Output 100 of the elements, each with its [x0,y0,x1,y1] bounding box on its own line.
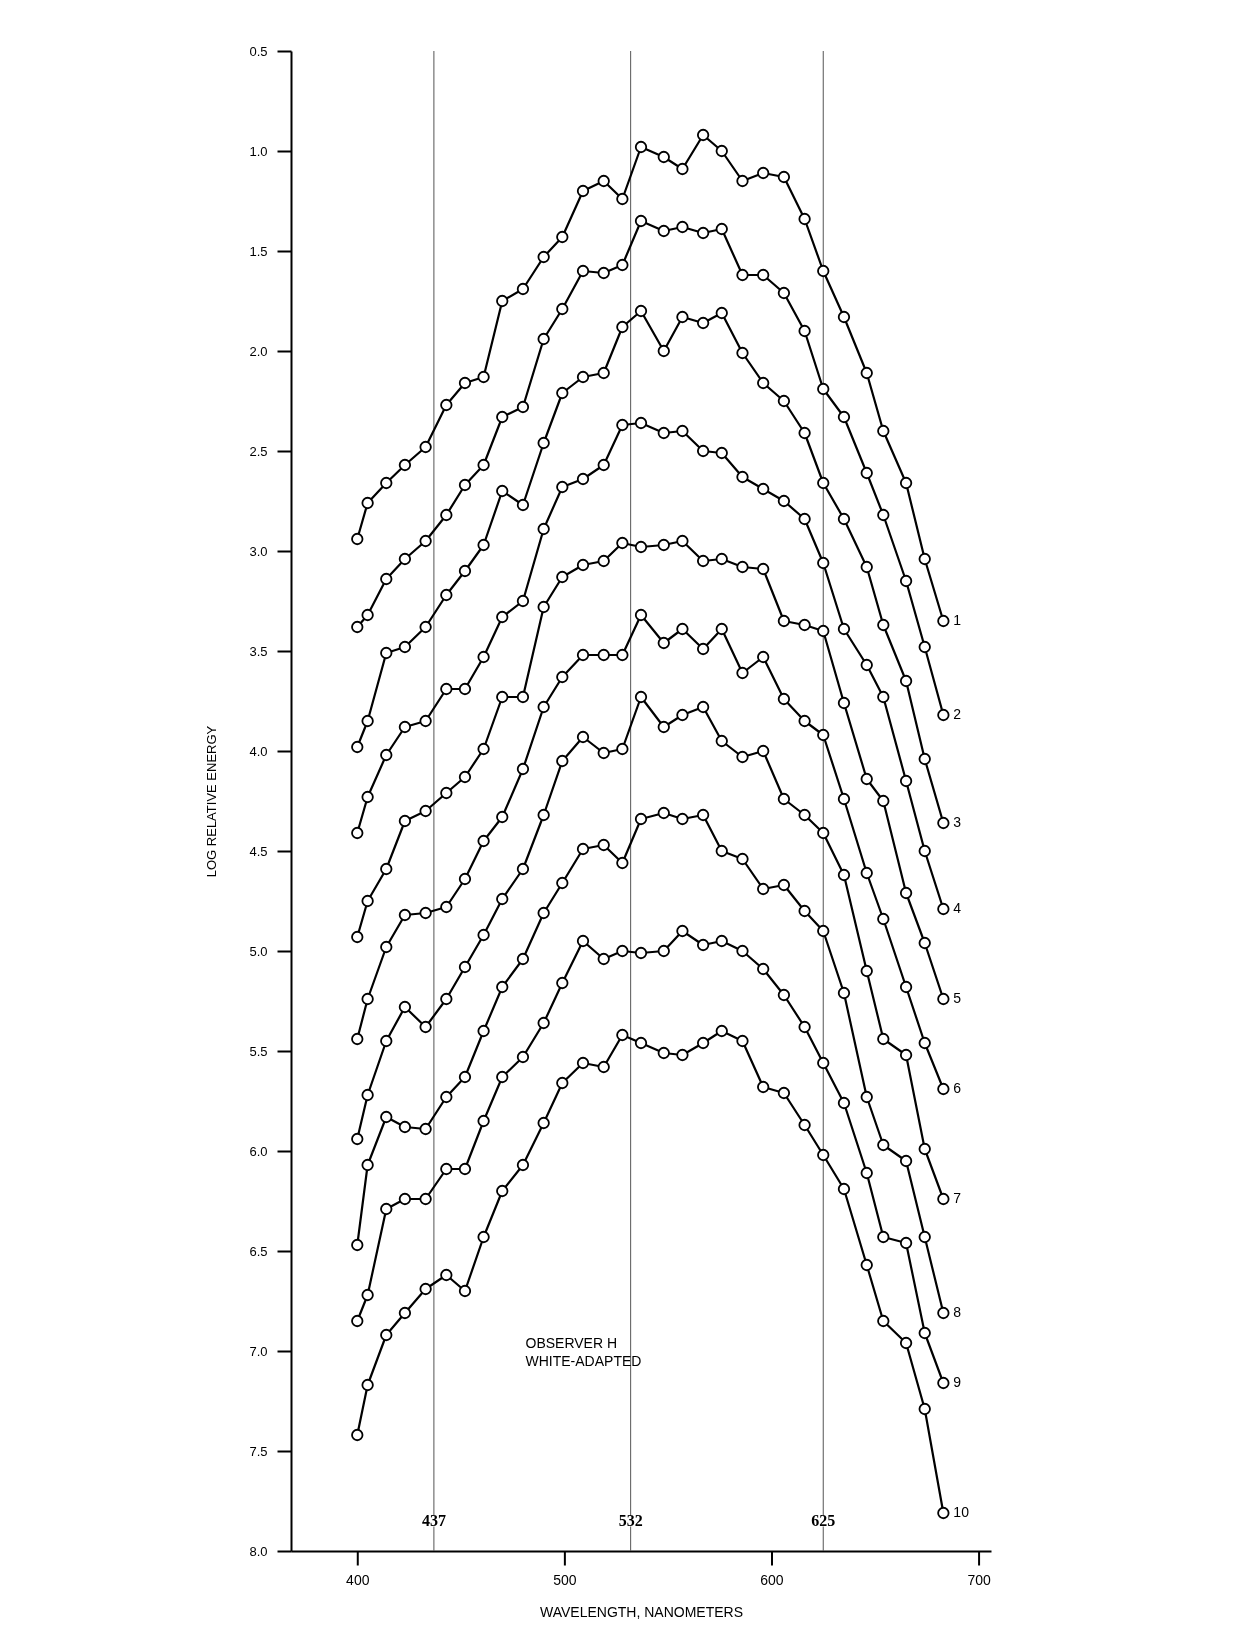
point [736,750,749,764]
point [616,944,629,958]
point [817,1148,830,1162]
point [798,324,811,338]
y-tick-label: 1.0 [249,143,268,159]
point [477,742,490,756]
point [937,1306,950,1320]
point [440,1268,453,1282]
point [757,882,770,896]
point [657,720,670,734]
point [477,650,490,664]
point [634,540,648,554]
point [715,844,728,858]
point [877,794,890,808]
point [537,700,550,714]
point [676,924,689,938]
point [380,476,393,490]
point [398,814,412,828]
series-label: 9 [953,1374,962,1390]
point [597,458,610,472]
point [918,1402,931,1416]
point [616,1028,629,1042]
point [696,226,710,240]
point [860,560,873,574]
y-tick-label: 4.0 [249,743,268,759]
point [676,424,689,438]
x-tick-label: 500 [553,1571,577,1588]
point [899,886,913,900]
point [556,480,569,494]
point [496,690,509,704]
point [537,436,550,450]
point [380,1202,393,1216]
point [657,538,670,552]
point [634,304,648,318]
point [556,754,569,768]
point [458,872,472,886]
point [458,960,472,974]
point [676,220,689,234]
point [837,310,851,324]
point [918,1230,931,1244]
point [937,1376,950,1390]
point [757,376,770,390]
y-tick-label: 8.0 [249,1543,268,1559]
point [576,730,590,744]
point [676,812,689,826]
point [380,1328,393,1342]
point [757,744,770,758]
point [736,174,749,188]
point [440,1090,453,1104]
point [817,382,830,396]
point [696,700,710,714]
point [877,912,890,926]
point [657,426,670,440]
point [757,482,770,496]
point [777,878,791,892]
point [516,498,530,512]
y-tick-label: 3.5 [249,643,268,659]
point [634,608,648,622]
point [496,892,509,906]
point [715,144,728,158]
point [440,900,453,914]
point [351,930,364,944]
point [516,282,530,296]
point [351,532,364,546]
series-label: 2 [953,706,962,722]
point [419,1122,432,1136]
point [398,1120,412,1134]
point [899,476,913,490]
series-label: 6 [953,1080,962,1096]
point [777,394,791,408]
point [537,522,550,536]
point [798,512,811,526]
point [715,306,728,320]
point [860,1166,873,1180]
point [398,458,412,472]
point [556,976,569,990]
point [918,936,931,950]
point [657,806,670,820]
point [380,1034,393,1048]
point [361,608,374,622]
point [937,1192,950,1206]
point [918,1142,931,1156]
point [440,786,453,800]
point [440,398,453,412]
point [516,1050,530,1064]
y-tick-label: 5.5 [249,1043,268,1059]
point [597,266,610,280]
point [899,674,913,688]
point [380,572,393,586]
y-tick-label: 7.0 [249,1343,268,1359]
point [696,1036,710,1050]
point [696,642,710,656]
point [676,162,689,176]
point [419,440,432,454]
point [860,866,873,880]
point [458,1284,472,1298]
point [937,614,950,628]
point [798,618,811,632]
point [361,1158,374,1172]
point [597,174,610,188]
